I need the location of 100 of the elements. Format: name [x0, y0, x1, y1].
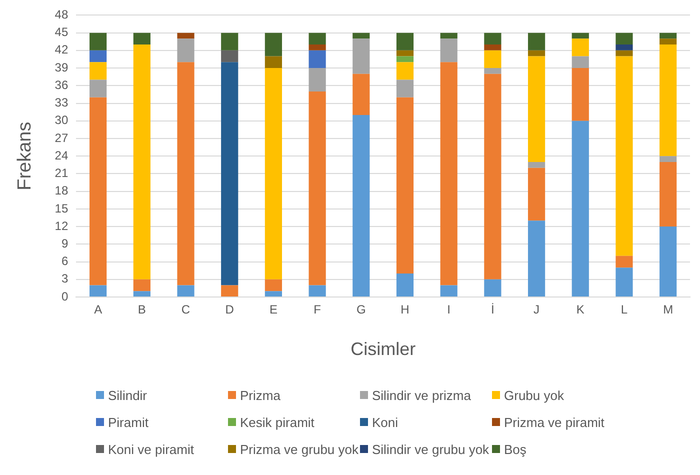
- bar: [440, 32, 458, 39]
- y-tick-label: 3: [61, 272, 68, 286]
- legend-label: Boş: [504, 442, 526, 456]
- bar: [352, 115, 370, 296]
- bar: [90, 285, 107, 296]
- bar: [616, 256, 633, 268]
- bar: [660, 156, 677, 162]
- legend-label: Silindir ve prizma: [372, 388, 471, 402]
- bar: [484, 50, 502, 68]
- bar: [616, 32, 633, 45]
- bar: [660, 38, 677, 45]
- bar: [484, 279, 502, 296]
- x-tick-label: A: [94, 302, 102, 317]
- legend-label: Prizma: [240, 388, 280, 402]
- x-tick-label: İ: [491, 302, 494, 317]
- bar: [396, 97, 414, 274]
- x-tick-label: J: [534, 302, 540, 317]
- bar: [221, 285, 238, 296]
- bar: [90, 97, 107, 286]
- y-tick-label: 15: [54, 201, 68, 216]
- y-tick-label: 9: [61, 236, 68, 250]
- bar: [177, 32, 194, 39]
- bar: [90, 50, 107, 62]
- x-tick-label: C: [181, 302, 190, 317]
- bar: [484, 44, 502, 50]
- bar: [133, 32, 150, 45]
- x-tick-label: L: [620, 302, 628, 317]
- bar: [616, 268, 633, 296]
- bar: [133, 44, 150, 280]
- y-tick-label: 36: [54, 78, 68, 92]
- legend-label: Koni: [372, 414, 398, 430]
- x-tick-label: G: [356, 302, 366, 317]
- bar: [440, 285, 458, 296]
- y-tick-label: 45: [54, 25, 68, 40]
- x-tick-label: D: [225, 302, 234, 317]
- y-axis-title: Frekans: [14, 122, 36, 190]
- bar: [396, 32, 414, 50]
- bar: [396, 50, 414, 56]
- bar: [528, 168, 546, 221]
- y-tick-label: 0: [61, 289, 68, 304]
- bar: [352, 74, 370, 116]
- legend-label: Prizma ve piramit: [504, 414, 604, 430]
- bar: [133, 279, 150, 292]
- bar: [90, 62, 107, 80]
- y-tick-label: 24: [54, 148, 68, 162]
- bar: [572, 68, 589, 121]
- x-tick-label: F: [314, 302, 321, 317]
- bar: [528, 220, 546, 296]
- bar: [308, 32, 326, 45]
- bar: [90, 80, 107, 98]
- legend-label: Kesik piramit: [240, 414, 314, 430]
- bar: [308, 68, 326, 92]
- x-tick-label: E: [269, 302, 278, 317]
- bar: [221, 32, 238, 50]
- y-tick-label: 21: [54, 166, 68, 180]
- bar: [221, 62, 238, 286]
- bar: [484, 74, 502, 280]
- legend-label: Silindir ve grubu yok: [372, 442, 490, 456]
- bar: [264, 68, 282, 280]
- bar: [264, 291, 282, 296]
- bar: [352, 38, 370, 74]
- bar: [528, 32, 546, 50]
- x-tick-label: I: [447, 302, 451, 317]
- bar: [90, 32, 107, 50]
- bar: [484, 68, 502, 74]
- bar: [221, 50, 238, 62]
- bar: [528, 56, 546, 162]
- bar: [572, 38, 589, 56]
- bar: [616, 44, 633, 50]
- bar: [308, 92, 326, 286]
- bar: [528, 162, 546, 168]
- x-tick-label: B: [138, 302, 146, 317]
- bar: [572, 56, 589, 68]
- bar: [264, 56, 282, 68]
- y-tick-label: 27: [54, 130, 68, 145]
- bar: [484, 32, 502, 45]
- bar: [264, 279, 282, 292]
- bar: [352, 32, 370, 39]
- bar: [616, 50, 633, 56]
- bar: [308, 44, 326, 50]
- y-tick-label: 33: [54, 96, 68, 110]
- bar: [308, 50, 326, 68]
- bar: [396, 56, 414, 62]
- bar: [308, 285, 326, 296]
- y-tick-label: 39: [54, 60, 68, 74]
- bar: [440, 62, 458, 286]
- legend-label: Silindir: [108, 388, 148, 402]
- y-tick-label: 6: [61, 254, 68, 268]
- bar: [660, 162, 677, 227]
- bar: [396, 62, 414, 80]
- bar: [616, 56, 633, 256]
- x-tick-label: K: [576, 302, 584, 317]
- bar: [660, 44, 677, 156]
- legend-label: Prizma ve grubu yok: [240, 442, 358, 456]
- legend-label: Koni ve piramit: [108, 442, 194, 456]
- bar: [133, 291, 150, 296]
- legend-label: Grubu yok: [504, 388, 564, 402]
- x-tick-label: H: [400, 302, 410, 317]
- x-tick-label: M: [663, 302, 674, 317]
- y-tick-label: 42: [54, 42, 68, 57]
